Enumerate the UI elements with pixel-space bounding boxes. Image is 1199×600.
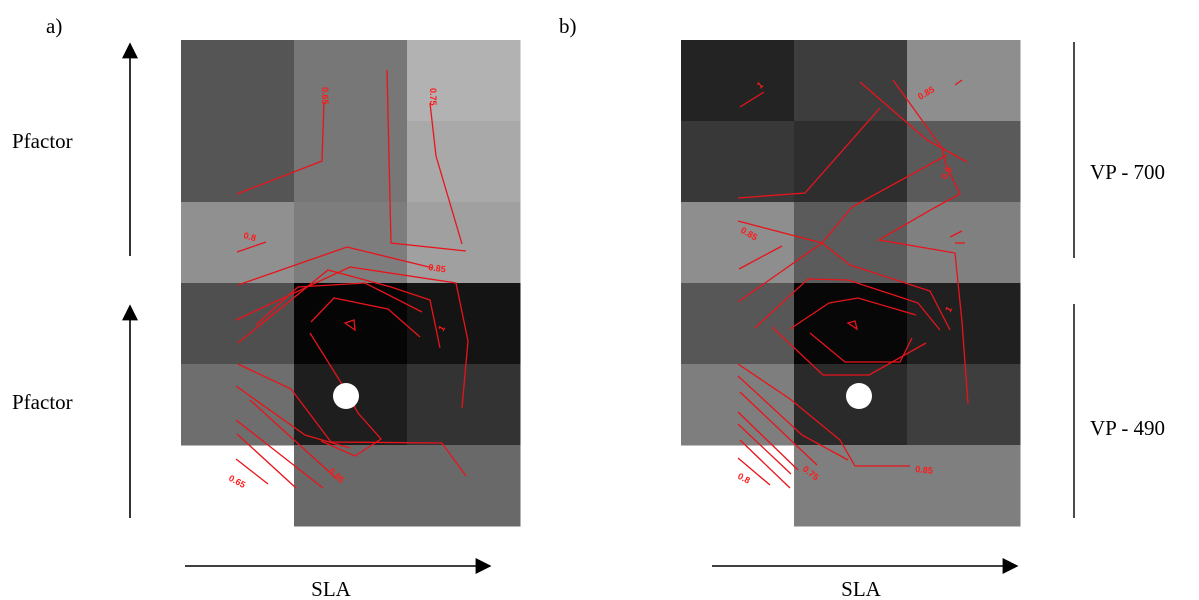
contour-line	[236, 101, 325, 195]
contour-label: 1	[436, 324, 447, 333]
contour-line	[249, 399, 337, 479]
contour-line	[739, 391, 818, 466]
contour-line	[309, 332, 382, 457]
heatmap-cell	[794, 121, 908, 203]
marker-point-b	[846, 383, 872, 409]
contour-line	[236, 241, 267, 253]
contour-line	[255, 282, 423, 326]
contour-line	[846, 320, 859, 331]
heatmap-panel-b	[681, 40, 1021, 527]
contour-line	[235, 458, 269, 485]
contour-line	[737, 423, 792, 475]
heatmap-cell	[681, 40, 795, 122]
heatmap-cell	[294, 445, 408, 527]
panel-b-label: b)	[559, 14, 577, 38]
contour-label: 0.65	[227, 473, 247, 490]
heatmap-cell	[294, 283, 408, 365]
contour-line	[737, 107, 881, 199]
heatmap-cell	[794, 283, 908, 365]
heatmap-cell	[181, 40, 295, 122]
contour-line	[739, 439, 791, 489]
contour-line	[737, 242, 951, 331]
contour-label: 0.85	[428, 262, 447, 274]
contour-line	[237, 269, 441, 349]
contour-line	[754, 278, 941, 331]
contour-line	[738, 245, 783, 270]
heatmap-panel-a	[181, 40, 521, 527]
contour-line	[737, 457, 771, 486]
contour-line	[235, 385, 351, 449]
contour-line	[310, 297, 421, 338]
contour-line	[737, 375, 849, 461]
contour-line	[737, 154, 948, 244]
contour-line	[235, 266, 469, 409]
heatmap-cell	[407, 121, 521, 203]
contour-line	[236, 433, 297, 489]
heatmap-cell	[181, 202, 295, 284]
contour-line	[954, 79, 963, 86]
right-label-bottom: VP - 490	[1090, 416, 1165, 440]
heatmap-cell	[294, 40, 408, 122]
heatmap-cell	[907, 40, 1021, 122]
contour-label: 0.65	[320, 87, 330, 105]
x-label-b: SLA	[841, 577, 882, 600]
right-label-top: VP - 700	[1090, 160, 1165, 184]
contour-label: 0.85	[915, 464, 933, 476]
contour-line	[235, 419, 324, 489]
contour-line	[877, 79, 969, 405]
heatmap-cell	[407, 202, 521, 284]
contour-line	[739, 91, 765, 108]
heatmap-cell	[407, 283, 521, 365]
heatmap-cell	[181, 121, 295, 203]
contour-line	[809, 332, 913, 363]
heatmap-cell	[794, 445, 908, 527]
heatmap-cell	[681, 121, 795, 203]
heatmap-cell	[794, 40, 908, 122]
heatmap-cell	[681, 364, 795, 446]
heatmap-cell	[181, 364, 295, 446]
heatmap-cell	[907, 445, 1021, 527]
contour-label: 1	[755, 80, 765, 91]
contour-line	[737, 363, 910, 467]
heatmap-cell	[407, 40, 521, 122]
heatmap-cell	[407, 364, 521, 446]
contour-label: 0.8	[242, 230, 257, 243]
heatmap-cell	[294, 121, 408, 203]
contour-label: 1	[943, 305, 954, 314]
contour-line	[789, 297, 917, 330]
contour-label: 0.8	[736, 471, 752, 486]
contour-line	[386, 69, 467, 252]
contour-line	[737, 411, 799, 471]
heatmap-cell	[294, 202, 408, 284]
contour-label: 0.75	[428, 88, 438, 106]
heatmap-cell	[681, 283, 795, 365]
contour-line	[949, 230, 963, 238]
contour-line	[429, 102, 463, 245]
y-label-bottom: Pfactor	[12, 390, 73, 414]
heatmap-cell	[181, 283, 295, 365]
x-label-a: SLA	[311, 577, 352, 600]
heatmap-cell	[794, 202, 908, 284]
heatmap-cell	[907, 121, 1021, 203]
panel-a-label: a)	[46, 14, 62, 38]
heatmap-cell	[407, 445, 521, 527]
y-label-top: Pfactor	[12, 129, 73, 153]
contour-line	[771, 326, 927, 376]
contours-panel-b: 1 0.85 0.9 0.85 1 0.8 0.75 0.85	[736, 79, 969, 489]
contour-line	[343, 319, 356, 332]
heatmap-cell	[681, 202, 795, 284]
marker-point-a	[333, 383, 359, 409]
contour-line	[859, 81, 968, 163]
heatmap-cell	[907, 364, 1021, 446]
contour-line	[237, 246, 434, 286]
